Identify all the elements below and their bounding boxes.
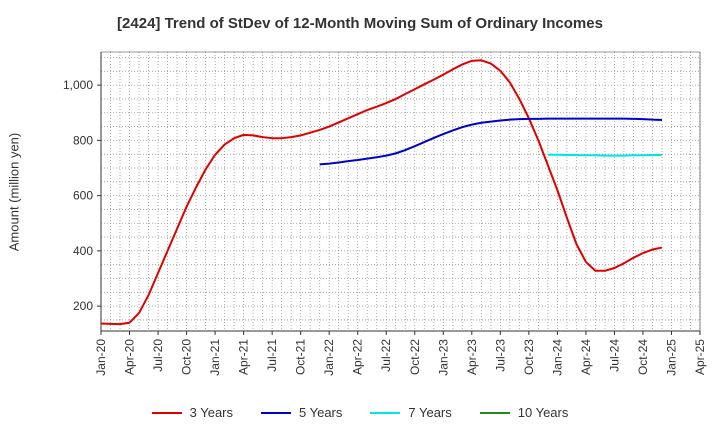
legend-item-5-years: 5 Years [261, 405, 342, 420]
x-tick-label: Apr-22 [351, 339, 365, 375]
legend-label-3-years: 3 Years [189, 405, 233, 420]
x-tick-label: Apr-21 [237, 339, 251, 375]
x-tick-label: Jan-25 [664, 339, 678, 376]
series-line-5-years [319, 117, 662, 166]
x-tick-label: Apr-25 [693, 339, 707, 375]
x-tick-label: Oct-22 [408, 339, 422, 375]
legend-swatch-3-years [151, 411, 182, 414]
x-tick-label: Jul-20 [151, 339, 165, 372]
x-tick-label: Jul-22 [379, 339, 393, 372]
chart-legend: 3 Years 5 Years 7 Years 10 Years [0, 405, 720, 420]
legend-label-5-years: 5 Years [299, 405, 343, 420]
x-tick-label: Oct-23 [522, 339, 536, 375]
chart-title: [2424] Trend of StDev of 12-Month Moving… [117, 15, 603, 32]
y-tick-label: 400 [73, 244, 93, 258]
legend-item-3-years: 3 Years [151, 405, 233, 420]
series-line-7-years [547, 153, 662, 157]
y-tick-label: 600 [73, 189, 93, 203]
y-tick-label: 200 [73, 299, 93, 313]
legend-swatch-5-years [261, 411, 291, 414]
legend-label-7-years: 7 Years [408, 405, 452, 420]
x-tick-label: Oct-24 [636, 339, 650, 375]
x-tick-label: Jan-24 [550, 339, 564, 376]
x-tick-label: Jan-20 [94, 339, 108, 376]
x-tick-label: Jul-24 [607, 339, 621, 372]
y-tick-label: 1,000 [63, 78, 93, 92]
legend-swatch-10-years [479, 411, 510, 414]
legend-item-7-years: 7 Years [370, 405, 452, 420]
x-tick-label: Jul-21 [265, 339, 279, 372]
x-tick-label: Apr-24 [579, 339, 593, 375]
x-tick-label: Jul-23 [493, 339, 507, 372]
x-tick-label: Apr-20 [123, 339, 137, 375]
plot-area [101, 52, 700, 331]
legend-item-10-years: 10 Years [479, 405, 569, 420]
legend-label-10-years: 10 Years [517, 405, 569, 420]
x-tick-label: Oct-20 [180, 339, 194, 375]
series-line-3-years [100, 59, 663, 326]
x-tick-label: Oct-21 [294, 339, 308, 375]
x-tick-label: Jan-21 [208, 339, 222, 376]
legend-swatch-7-years [370, 411, 401, 414]
x-tick-label: Jan-22 [322, 339, 336, 376]
x-tick-label: Jan-23 [436, 339, 450, 376]
y-tick-label: 800 [73, 133, 93, 147]
x-tick-label: Apr-23 [465, 339, 479, 375]
